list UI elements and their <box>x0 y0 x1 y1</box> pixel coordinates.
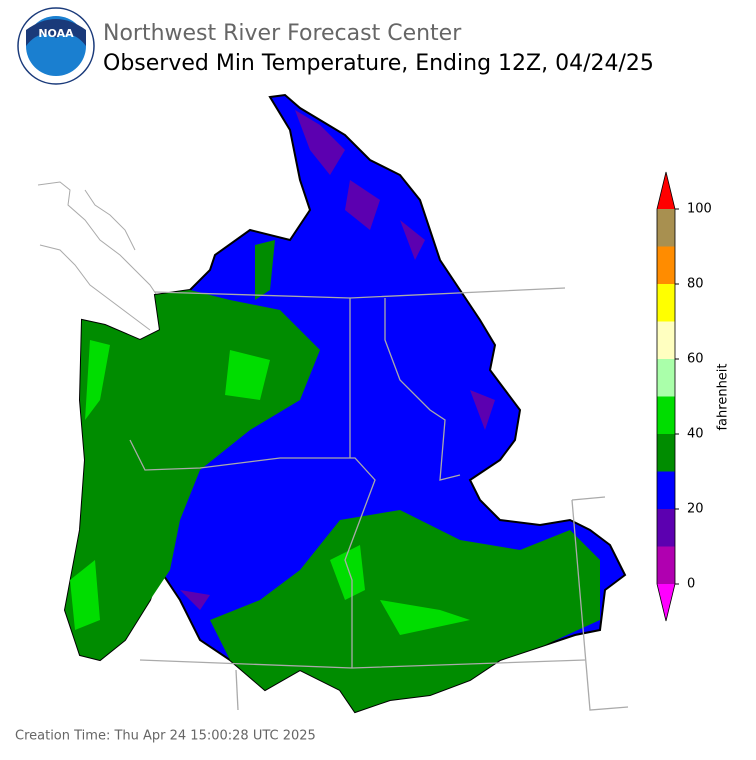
state-line <box>139 659 586 669</box>
colorbar-tick-label: 20 <box>687 502 704 517</box>
temp-zone <box>255 240 275 300</box>
coast-line <box>84 189 136 251</box>
colorbar-bin <box>657 471 675 509</box>
colorbar-bin <box>657 284 675 322</box>
colorbar-under <box>657 584 675 621</box>
logo-bird <box>26 19 86 46</box>
colorbar-tick-label: 80 <box>687 277 704 292</box>
state-line <box>571 496 629 711</box>
logo-text: NOAA <box>38 27 74 40</box>
state-line <box>129 439 376 668</box>
colorbar-bin <box>657 434 675 472</box>
colorbar-bin <box>657 359 675 397</box>
colorbar-tick-label: 60 <box>687 352 704 367</box>
colorbar-tick-label: 0 <box>687 577 695 592</box>
colorbar-label: fahrenheit <box>716 363 731 430</box>
map-title: Observed Min Temperature, Ending 12Z, 04… <box>103 51 654 76</box>
colorbar-tick-label: 100 <box>687 202 712 217</box>
colorbar-bin <box>657 321 675 359</box>
temp-zone <box>180 110 495 610</box>
colorbar-bin <box>657 209 675 247</box>
state-line <box>235 669 239 711</box>
colorbar-bin <box>657 546 675 584</box>
colorbar-bin <box>657 509 675 547</box>
colorbar-over <box>657 172 675 209</box>
agency-title: Northwest River Forecast Center <box>103 21 462 46</box>
state-line <box>384 298 461 481</box>
coast-line <box>37 181 166 321</box>
coast-line <box>39 244 151 331</box>
state-lines <box>129 287 629 711</box>
noaa-logo: NOAA <box>17 7 95 85</box>
colorbar-tick-label: 40 <box>687 427 704 442</box>
colorbar-bin <box>657 246 675 284</box>
colorbar-bin <box>657 396 675 434</box>
creation-time: Creation Time: Thu Apr 24 15:00:28 UTC 2… <box>15 729 316 744</box>
colorbar: 0 20 40 60 80 100 <box>656 171 712 622</box>
coastline <box>37 181 166 331</box>
